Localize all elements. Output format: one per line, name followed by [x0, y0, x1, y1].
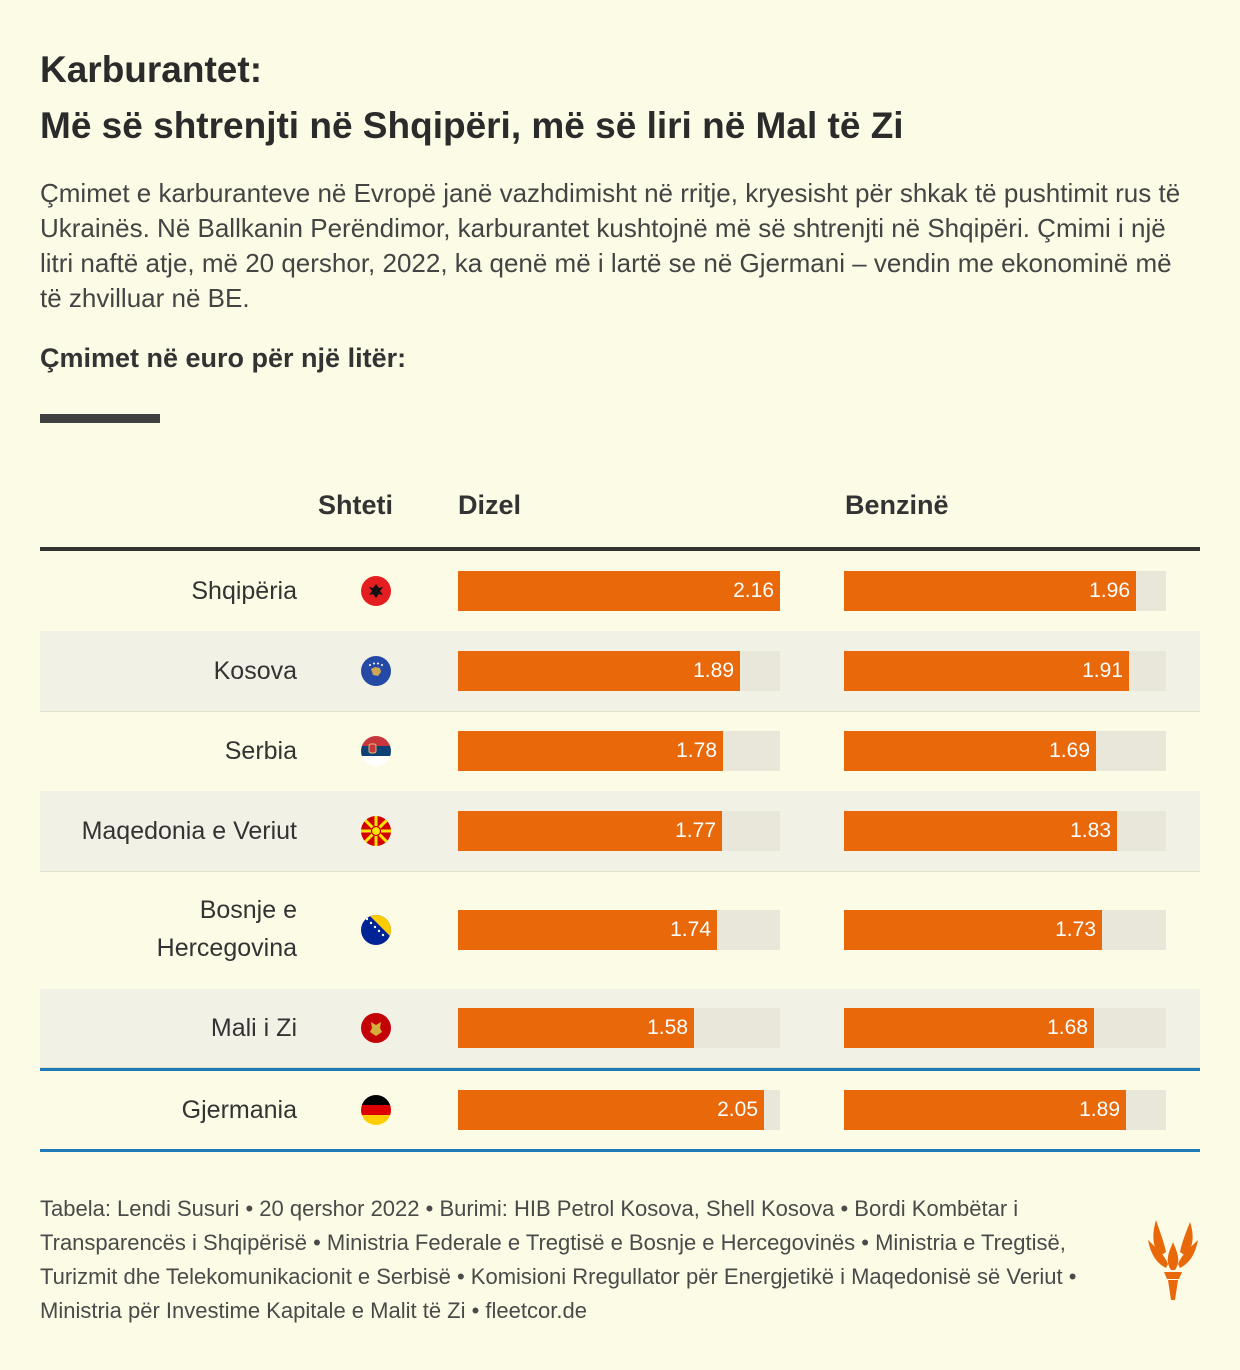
- country-label: Kosova: [213, 657, 297, 685]
- bar-value-label: 2.16: [733, 579, 774, 602]
- source-note: Tabela: Lendi Susuri • 20 qershor 2022 •…: [40, 1196, 1077, 1323]
- diesel-bar: 2.16: [458, 571, 780, 611]
- bar-value-label: 1.69: [1049, 739, 1090, 762]
- petrol-bar-track: 1.96: [844, 571, 1166, 611]
- bar-value-label: 1.89: [693, 659, 734, 682]
- diesel-bar: 1.77: [458, 811, 722, 851]
- bar-value-label: 1.58: [647, 1016, 688, 1039]
- petrol-bar: 1.83: [844, 811, 1117, 851]
- country-label: Serbia: [224, 737, 297, 765]
- country-label: Mali i Zi: [210, 1014, 297, 1042]
- table-row: Mali i Zi 1.58 1.68: [40, 989, 1200, 1068]
- column-header-diesel: Dizel: [458, 490, 522, 520]
- petrol-bar-track: 1.69: [844, 731, 1166, 771]
- bar-value-label: 1.77: [675, 819, 716, 842]
- montenegro-flag-icon: [361, 1013, 391, 1043]
- diesel-bar-track: 1.89: [458, 651, 780, 691]
- diesel-bar: 1.58: [458, 1008, 694, 1048]
- bar-value-label: 1.91: [1082, 659, 1123, 682]
- table-row: Gjermania 2.05 1.89: [40, 1071, 1200, 1149]
- germany-flag-icon: [361, 1095, 391, 1125]
- petrol-bar: 1.73: [844, 910, 1102, 950]
- petrol-bar: 1.91: [844, 651, 1129, 691]
- table-row: Maqedonia e Veriut 1.77 1.83: [40, 791, 1200, 872]
- bar-value-label: 1.68: [1047, 1016, 1088, 1039]
- petrol-bar-track: 1.83: [844, 811, 1166, 851]
- petrol-bar-track: 1.89: [844, 1090, 1166, 1130]
- divider-dash: [40, 414, 160, 423]
- title-line-2: Më së shtrenjti në Shqipëri, më së liri …: [40, 105, 904, 146]
- bar-value-label: 1.96: [1089, 579, 1130, 602]
- subheading: Çmimet në euro për një litër:: [40, 343, 407, 373]
- serbia-flag-icon: [361, 736, 391, 766]
- reference-divider: [40, 1068, 1200, 1071]
- table-row: Shqipëria 2.16 1.96: [40, 551, 1200, 632]
- petrol-bar: 1.96: [844, 571, 1136, 611]
- diesel-bar: 1.78: [458, 731, 723, 771]
- diesel-bar-track: 1.74: [458, 910, 780, 950]
- chart-title: Karburantet: Më së shtrenjti në Shqipëri…: [40, 42, 1200, 154]
- table-row: Bosnje e Hercegovina 1.74 1.73: [40, 871, 1200, 990]
- north-macedonia-flag-icon: [361, 816, 391, 846]
- diesel-bar: 2.05: [458, 1090, 764, 1130]
- bar-value-label: 1.89: [1079, 1098, 1120, 1121]
- bar-value-label: 1.83: [1070, 819, 1111, 842]
- country-label: Maqedonia e Veriut: [81, 817, 297, 845]
- albania-flag-icon: [361, 576, 391, 606]
- bosnia-flag-icon: [361, 915, 391, 945]
- country-label: Bosnje e Hercegovina: [156, 896, 297, 962]
- diesel-bar-track: 1.77: [458, 811, 780, 851]
- table-row: Kosova 1.89 1.91: [40, 631, 1200, 712]
- bar-value-label: 1.78: [676, 739, 717, 762]
- kosovo-flag-icon: [361, 656, 391, 686]
- table-row: Serbia 1.78 1.69: [40, 711, 1200, 792]
- country-label: Shqipëria: [191, 577, 297, 605]
- diesel-bar-track: 1.58: [458, 1008, 780, 1048]
- bar-value-label: 1.73: [1055, 918, 1096, 941]
- diesel-bar-track: 2.05: [458, 1090, 780, 1130]
- petrol-bar-track: 1.73: [844, 910, 1166, 950]
- column-header-petrol: Benzinë: [845, 490, 949, 520]
- bar-value-label: 2.05: [717, 1098, 758, 1121]
- diesel-bar-track: 1.78: [458, 731, 780, 771]
- petrol-bar: 1.68: [844, 1008, 1094, 1048]
- header-rule: [40, 547, 1200, 551]
- petrol-bar-track: 1.68: [844, 1008, 1166, 1048]
- description: Çmimet e karburanteve në Evropë janë vaz…: [40, 178, 1181, 313]
- diesel-bar: 1.89: [458, 651, 740, 691]
- petrol-bar: 1.69: [844, 731, 1096, 771]
- column-header-country: Shteti: [317, 490, 393, 520]
- bottom-rule: [40, 1149, 1200, 1152]
- bar-value-label: 1.74: [670, 918, 711, 941]
- diesel-bar-track: 2.16: [458, 571, 780, 611]
- diesel-bar: 1.74: [458, 910, 717, 950]
- rfe-torch-logo: [1146, 1216, 1200, 1305]
- petrol-bar-track: 1.91: [844, 651, 1166, 691]
- title-line-1: Karburantet:: [40, 49, 263, 90]
- country-label: Gjermania: [181, 1096, 297, 1124]
- petrol-bar: 1.89: [844, 1090, 1126, 1130]
